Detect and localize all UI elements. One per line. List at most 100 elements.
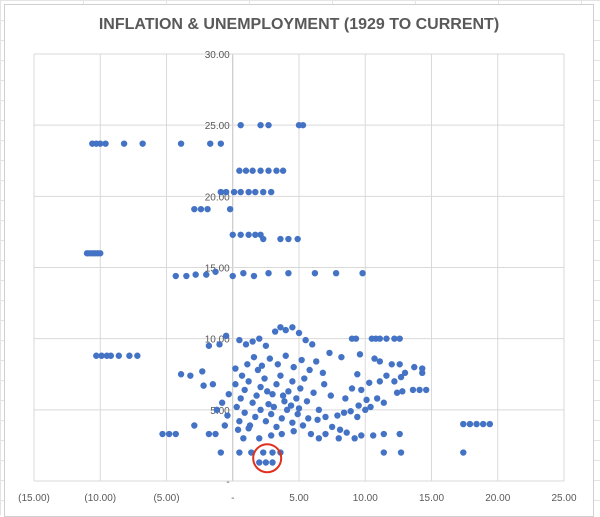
data-point bbox=[283, 406, 291, 414]
data-point bbox=[273, 423, 280, 431]
data-point bbox=[397, 373, 405, 381]
data-point bbox=[213, 406, 221, 414]
data-point bbox=[338, 353, 345, 361]
data-point bbox=[237, 395, 244, 402]
data-point bbox=[172, 272, 179, 280]
data-point bbox=[225, 390, 232, 398]
data-point bbox=[257, 383, 264, 391]
data-point bbox=[236, 449, 243, 456]
data-point bbox=[326, 349, 333, 357]
y-tick-label: 20.00 bbox=[205, 192, 230, 203]
data-point bbox=[315, 406, 323, 414]
data-point bbox=[294, 410, 301, 418]
data-point bbox=[279, 392, 287, 399]
data-point bbox=[354, 371, 361, 378]
data-point bbox=[267, 410, 275, 418]
data-point bbox=[237, 121, 244, 129]
data-point bbox=[273, 167, 280, 174]
data-point bbox=[242, 341, 250, 348]
data-point bbox=[177, 140, 185, 147]
data-point bbox=[334, 412, 341, 419]
data-point bbox=[466, 420, 474, 428]
data-point bbox=[267, 432, 275, 439]
data-point bbox=[240, 435, 247, 442]
data-point bbox=[98, 352, 105, 359]
scatter-chart[interactable]: INFLATION & UNEMPLOYMENT (1929 TO CURREN… bbox=[4, 4, 594, 517]
data-point bbox=[205, 342, 213, 349]
data-point bbox=[362, 406, 369, 414]
x-tick-label: (10.00) bbox=[84, 493, 116, 504]
data-point bbox=[269, 449, 276, 456]
data-point bbox=[347, 408, 354, 415]
data-point bbox=[419, 369, 426, 377]
data-point bbox=[249, 338, 256, 345]
data-point bbox=[366, 379, 373, 386]
data-point bbox=[266, 355, 274, 362]
y-tick-label: - bbox=[226, 477, 229, 488]
data-point bbox=[241, 409, 248, 416]
data-point bbox=[204, 205, 211, 213]
data-point bbox=[159, 430, 166, 438]
data-point bbox=[376, 358, 384, 365]
data-point bbox=[298, 356, 305, 364]
data-point bbox=[315, 435, 323, 442]
x-tick-label: 20.00 bbox=[485, 493, 510, 504]
data-point bbox=[234, 426, 242, 433]
data-point bbox=[240, 269, 247, 277]
data-point bbox=[348, 385, 356, 392]
data-point bbox=[295, 405, 303, 412]
data-point bbox=[354, 413, 361, 421]
x-tick-label: (5.00) bbox=[153, 493, 179, 504]
data-point bbox=[327, 392, 334, 399]
data-point bbox=[289, 419, 296, 426]
data-point bbox=[289, 324, 296, 331]
data-point bbox=[212, 430, 219, 438]
data-point bbox=[217, 140, 225, 147]
data-point bbox=[309, 341, 316, 348]
y-tick-label: 30.00 bbox=[205, 50, 230, 61]
data-point bbox=[270, 403, 278, 411]
data-point bbox=[351, 435, 358, 442]
data-point bbox=[222, 188, 230, 196]
data-point bbox=[306, 366, 313, 374]
data-point bbox=[287, 402, 295, 409]
data-point bbox=[397, 449, 405, 456]
data-point bbox=[388, 361, 395, 368]
y-tick-label: 5.00 bbox=[210, 406, 230, 417]
data-point bbox=[411, 363, 418, 371]
data-point bbox=[261, 375, 268, 382]
data-point bbox=[297, 385, 304, 392]
data-point bbox=[256, 435, 263, 442]
data-point bbox=[301, 375, 308, 382]
data-point bbox=[295, 329, 303, 337]
data-point bbox=[294, 235, 301, 243]
data-point bbox=[252, 231, 259, 238]
data-point bbox=[289, 378, 296, 385]
data-point bbox=[277, 324, 284, 331]
data-point bbox=[416, 386, 423, 394]
data-point bbox=[250, 353, 258, 361]
data-point bbox=[373, 395, 381, 402]
data-point bbox=[486, 420, 493, 428]
data-point bbox=[165, 430, 173, 438]
data-point bbox=[380, 449, 387, 456]
data-point bbox=[238, 372, 246, 379]
data-point bbox=[299, 121, 307, 129]
data-point bbox=[342, 395, 349, 402]
x-tick-label: - bbox=[231, 493, 234, 504]
data-point bbox=[226, 205, 234, 213]
data-point bbox=[314, 416, 321, 423]
data-point bbox=[409, 386, 417, 394]
data-point bbox=[322, 430, 329, 438]
data-point bbox=[207, 140, 214, 147]
data-point bbox=[273, 381, 280, 388]
data-point bbox=[97, 250, 104, 257]
data-point bbox=[285, 269, 292, 277]
data-point bbox=[396, 361, 403, 368]
data-point bbox=[249, 167, 256, 174]
data-point bbox=[399, 388, 406, 395]
data-point bbox=[383, 372, 390, 379]
data-point bbox=[257, 167, 264, 174]
data-point bbox=[191, 422, 198, 429]
highlight-circle bbox=[252, 443, 283, 474]
